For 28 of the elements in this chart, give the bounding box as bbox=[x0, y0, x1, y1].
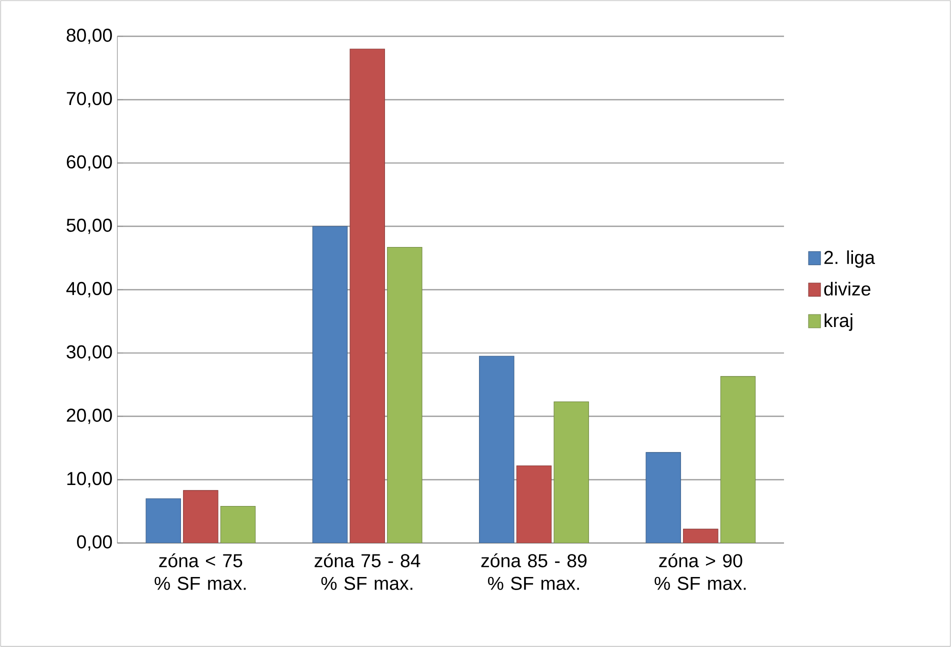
bar bbox=[220, 506, 256, 543]
bar bbox=[554, 401, 589, 543]
y-tick-label: 20,00 bbox=[66, 408, 112, 424]
bar bbox=[479, 356, 514, 543]
legend-label: divize bbox=[824, 282, 870, 296]
bar bbox=[312, 226, 348, 543]
y-tick-label: 40,00 bbox=[66, 282, 112, 298]
bar bbox=[350, 48, 385, 543]
bar bbox=[387, 246, 422, 543]
bar bbox=[646, 452, 681, 543]
x-tick-label: zóna < 75 % SF max. bbox=[154, 553, 246, 590]
x-tick-label: zóna 75 - 84 % SF max. bbox=[314, 553, 420, 590]
x-tick-label: zóna 85 - 89 % SF max. bbox=[481, 553, 587, 590]
bar bbox=[683, 528, 718, 543]
x-tick-label: zóna > 90 % SF max. bbox=[654, 553, 746, 590]
y-tick-label: 70,00 bbox=[66, 92, 112, 108]
y-tick-label: 60,00 bbox=[66, 155, 112, 171]
legend-label: kraj bbox=[824, 313, 852, 331]
y-tick-label: 30,00 bbox=[66, 345, 112, 361]
legend-label: 2. liga bbox=[824, 250, 875, 268]
y-tick-label: 80,00 bbox=[66, 28, 112, 44]
y-tick-label: 50,00 bbox=[66, 218, 112, 234]
bar bbox=[516, 465, 552, 543]
y-tick-label: 10,00 bbox=[67, 472, 112, 488]
bar bbox=[720, 376, 756, 543]
y-tick-label: 0,00 bbox=[77, 535, 112, 551]
bar bbox=[183, 490, 218, 543]
bar bbox=[146, 498, 181, 543]
